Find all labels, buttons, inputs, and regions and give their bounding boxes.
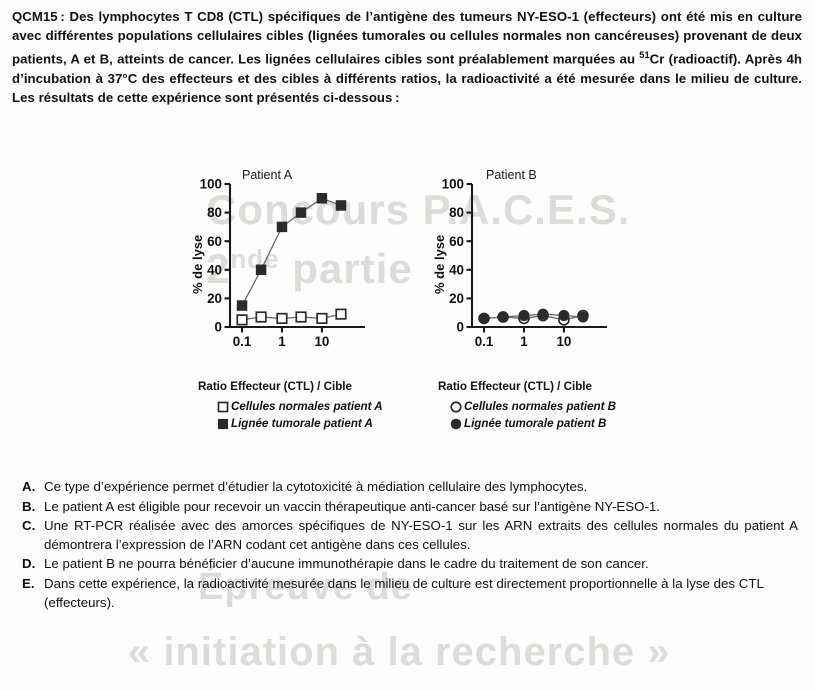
legend-patient-a: Cellules normales patient A Lignée tumora… xyxy=(215,398,383,432)
watermark-initiation: « initiation à la recherche » xyxy=(128,630,671,674)
legend-item: Lignée tumorale patient B xyxy=(448,415,616,432)
legend-label: Cellules normales patient A xyxy=(231,400,383,413)
chart-plot-a: 0 20 40 60 80 100 0.1 1 10 xyxy=(200,178,365,349)
answer-text: Dans cette expérience, la radioactivité … xyxy=(44,575,764,610)
answer-option-b[interactable]: B. Le patient A est éligible pour recevoi… xyxy=(20,498,798,517)
chart-plot-b: 0 20 40 60 80 100 0.1 1 10 xyxy=(442,178,607,349)
chart-title-b: Patient B xyxy=(486,168,537,182)
answer-letter: A. xyxy=(22,479,36,494)
marker-open-square-icon xyxy=(276,312,288,325)
answer-letter: C. xyxy=(22,518,36,534)
x-tick-label: 10 xyxy=(556,334,571,349)
answer-text: Une RT-PCR réalisée avec des amorces spé… xyxy=(44,518,798,552)
marker-filled-square-icon xyxy=(255,264,267,276)
legend-patient-b: Cellules normales patient B Lignée tumora… xyxy=(448,398,616,432)
x-tick-label: 1 xyxy=(520,334,528,349)
y-tick-label: 0 xyxy=(457,320,464,335)
y-tick-label: 20 xyxy=(207,291,222,306)
answer-letter: D. xyxy=(22,556,36,572)
answer-letter: E. xyxy=(22,575,35,591)
legend-label: Cellules normales patient B xyxy=(464,400,617,413)
legend-item: Cellules normales patient A xyxy=(215,398,383,415)
y-tick-label: 60 xyxy=(449,234,464,249)
marker-filled-circle-icon xyxy=(537,308,549,320)
answer-option-e[interactable]: E. Dans cette expérience, la radioactivit… xyxy=(20,575,798,612)
marker-filled-square-icon xyxy=(236,300,248,311)
x-tick-label: 0.1 xyxy=(233,334,252,349)
answer-letter: B. xyxy=(22,498,36,514)
y-tick-label: 60 xyxy=(207,234,222,249)
marker-filled-square-icon xyxy=(316,193,328,204)
marker-filled-circle-icon xyxy=(577,311,589,323)
chart-xlabel-a: Ratio Effecteur (CTL) / Cible xyxy=(198,380,352,393)
figure-panel: Patient A % de lyse 0 20 40 60 80 100 0.1 1 10 R… xyxy=(0,168,815,438)
chart-xlabel-b: Ratio Effecteur (CTL) / Cible xyxy=(438,380,592,393)
marker-filled-square-icon xyxy=(276,221,288,233)
legend-item: Lignée tumorale patient A xyxy=(215,415,383,432)
y-tick-label: 80 xyxy=(449,205,464,220)
y-tick-label: 20 xyxy=(449,291,464,306)
answer-options: A. Ce type d’expérience permet d’étudier … xyxy=(20,478,798,613)
marker-filled-circle-icon xyxy=(450,418,462,429)
marker-open-circle-icon xyxy=(450,400,462,413)
x-tick-label: 0.1 xyxy=(475,334,494,349)
answer-option-a[interactable]: A. Ce type d’expérience permet d’étudier … xyxy=(20,478,798,497)
marker-filled-circle-icon xyxy=(497,311,509,323)
y-tick-label: 40 xyxy=(449,262,464,277)
question-statement: QCM15 : Des lymphocytes T CD8 (CTL) spéc… xyxy=(12,9,802,106)
marker-open-square-icon xyxy=(295,311,307,323)
marker-filled-square-icon xyxy=(295,207,307,218)
marker-open-square-icon xyxy=(217,401,229,412)
filled-circle-icon xyxy=(448,417,464,431)
y-tick-label: 80 xyxy=(207,205,222,220)
y-tick-label: 100 xyxy=(442,178,464,192)
y-tick-label: 100 xyxy=(200,178,222,192)
legend-label: Lignée tumorale patient A xyxy=(231,417,373,430)
filled-square-icon xyxy=(215,417,231,431)
answer-text: Le patient A est éligible pour recevoir … xyxy=(44,498,660,514)
marker-filled-circle-icon xyxy=(558,310,570,322)
marker-open-square-icon xyxy=(236,314,248,326)
chart-title-a: Patient A xyxy=(242,168,293,182)
answer-option-c[interactable]: C. Une RT-PCR réalisée avec des amorces s… xyxy=(20,517,798,554)
open-square-icon xyxy=(215,400,231,414)
x-tick-label: 1 xyxy=(278,334,286,349)
y-tick-label: 0 xyxy=(215,320,222,335)
marker-filled-circle-icon xyxy=(478,312,490,324)
series-line xyxy=(241,197,342,306)
y-tick-label: 40 xyxy=(207,262,222,277)
marker-filled-circle-icon xyxy=(518,310,530,322)
marker-open-square-icon xyxy=(255,311,267,323)
legend-item: Cellules normales patient B xyxy=(448,398,616,415)
legend-label: Lignée tumorale patient B xyxy=(464,417,607,430)
answer-text: Ce type d’expérience permet d’étudier la… xyxy=(44,479,588,494)
marker-open-square-icon xyxy=(335,308,347,320)
answer-option-d[interactable]: D. Le patient B ne pourra bénéficier d’au… xyxy=(20,555,798,574)
answer-text: Le patient B ne pourra bénéficier d’aucu… xyxy=(44,556,649,572)
marker-filled-square-icon xyxy=(217,418,229,429)
marker-open-square-icon xyxy=(316,312,328,325)
x-tick-label: 10 xyxy=(314,334,329,349)
open-circle-icon xyxy=(448,400,464,414)
marker-filled-square-icon xyxy=(335,200,347,211)
